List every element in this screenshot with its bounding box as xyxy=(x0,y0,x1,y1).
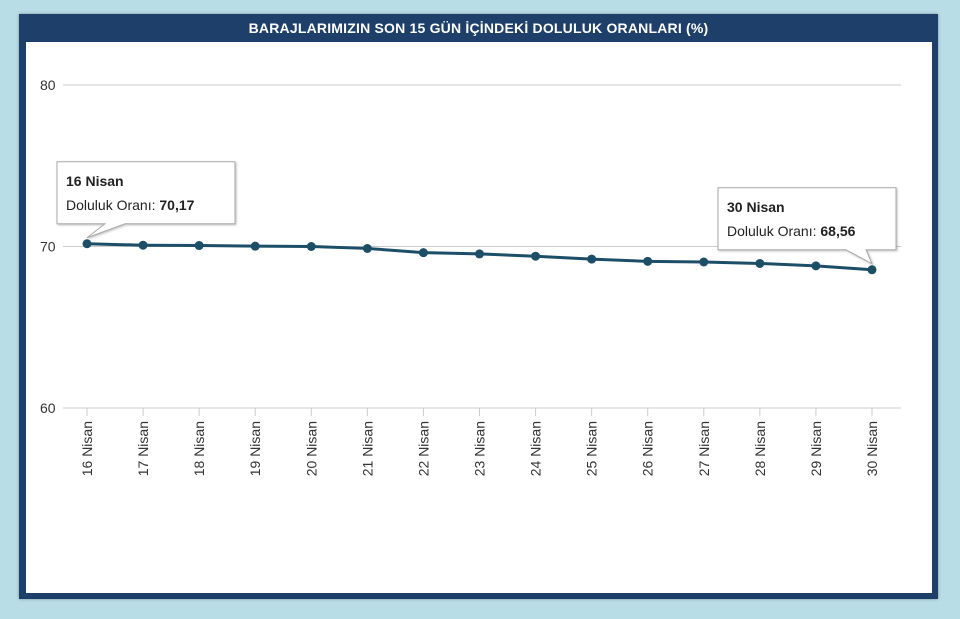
x-tick-label: 25 Nisan xyxy=(584,421,600,476)
x-tick-label: 30 Nisan xyxy=(864,421,880,476)
x-tick-label: 27 Nisan xyxy=(696,421,712,476)
plot-area: 60 70 80 16 Nisan 17 Nisan 18 Nisan 19 Nisan 20… xyxy=(26,42,932,593)
x-tick-label: 21 Nisan xyxy=(359,421,375,476)
data-point[interactable] xyxy=(699,257,709,267)
x-tick-label: 24 Nisan xyxy=(528,421,544,476)
tooltip-text: Doluluk Oranı: 68,56 xyxy=(727,223,856,239)
tooltip-label: Doluluk Oranı: xyxy=(727,223,820,239)
data-point[interactable] xyxy=(643,256,653,266)
line-chart: 60 70 80 16 Nisan 17 Nisan 18 Nisan 19 Nisan 20… xyxy=(40,77,901,476)
x-tick-label: 29 Nisan xyxy=(808,421,824,476)
y-tick-label-80: 80 xyxy=(40,77,56,93)
tooltip-box xyxy=(56,161,236,239)
x-tick-label: 20 Nisan xyxy=(303,421,319,476)
tooltip-value: 68,56 xyxy=(820,223,855,239)
data-point[interactable] xyxy=(362,243,372,253)
x-tick-label: 17 Nisan xyxy=(135,421,151,476)
data-point[interactable] xyxy=(250,241,260,251)
tooltip-box xyxy=(717,187,897,265)
tooltip-value: 70,17 xyxy=(159,197,194,213)
chart-frame: BARAJLARIMIZIN SON 15 GÜN İÇİNDEKİ DOLUL… xyxy=(6,5,954,614)
x-tick-label: 16 Nisan xyxy=(79,421,95,476)
x-tick-label: 19 Nisan xyxy=(247,421,263,476)
data-point[interactable] xyxy=(475,249,484,259)
data-point[interactable] xyxy=(811,261,821,271)
data-point[interactable] xyxy=(306,242,316,251)
x-tick-label: 28 Nisan xyxy=(752,421,768,476)
data-point[interactable] xyxy=(755,258,765,268)
chart-title: BARAJLARIMIZIN SON 15 GÜN İÇİNDEKİ DOLUL… xyxy=(19,14,938,42)
y-tick-label-70: 70 xyxy=(40,239,56,255)
data-point[interactable] xyxy=(867,265,877,275)
x-tick-label: 23 Nisan xyxy=(472,421,488,476)
data-point[interactable] xyxy=(587,254,597,264)
tooltip-label: Doluluk Oranı: xyxy=(66,197,159,213)
tooltip-title: 16 Nisan xyxy=(66,173,124,189)
x-tick-label: 18 Nisan xyxy=(191,421,207,476)
data-point[interactable] xyxy=(138,240,148,250)
x-tick-label: 22 Nisan xyxy=(415,421,431,476)
chart-panel: BARAJLARIMIZIN SON 15 GÜN İÇİNDEKİ DOLUL… xyxy=(19,14,938,599)
data-point[interactable] xyxy=(418,248,428,258)
x-tick-label: 26 Nisan xyxy=(640,421,656,476)
data-point[interactable] xyxy=(531,251,541,261)
data-point[interactable] xyxy=(194,241,204,251)
tooltip-title: 30 Nisan xyxy=(727,199,785,215)
tooltip-text: Doluluk Oranı: 70,17 xyxy=(66,197,195,213)
data-point[interactable] xyxy=(82,239,92,249)
y-tick-label-60: 60 xyxy=(40,400,56,416)
